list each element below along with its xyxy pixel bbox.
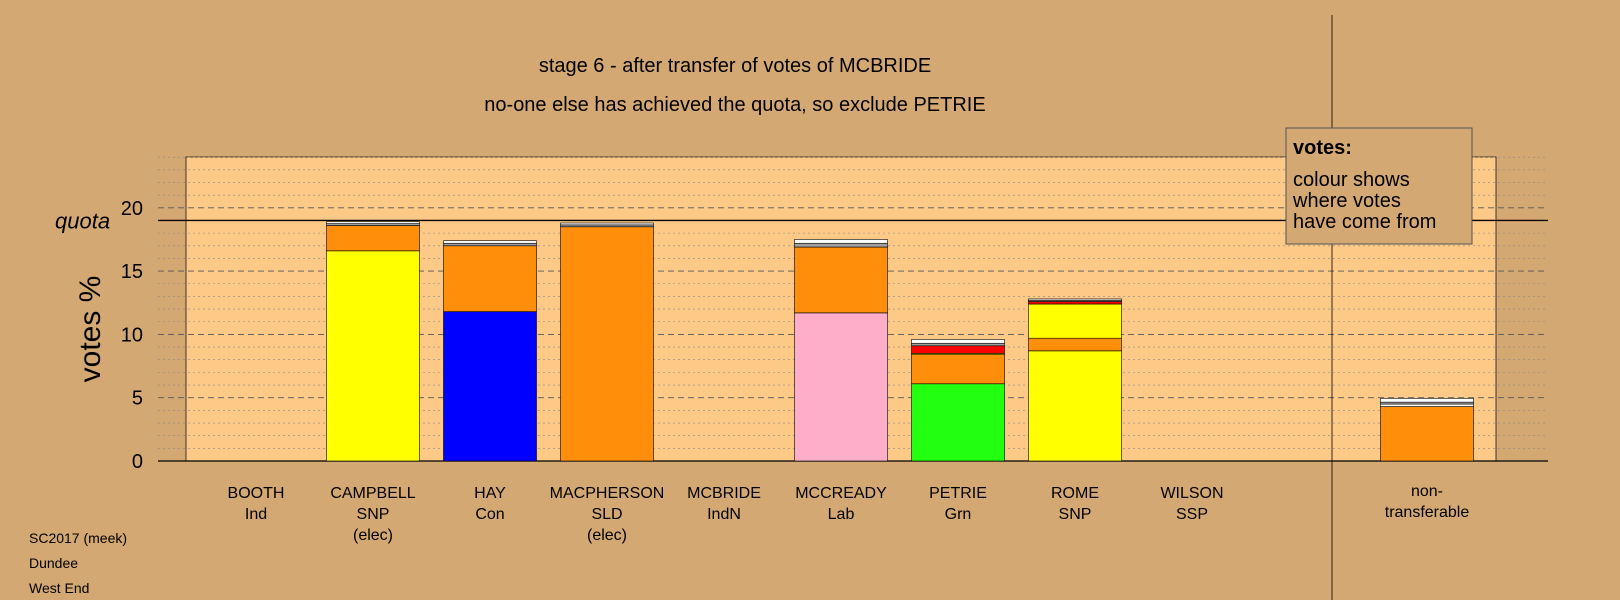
bar-segment-snp (1028, 350, 1122, 462)
bar-segment-indn (326, 221, 420, 224)
bar-segment-ssp (911, 345, 1005, 354)
y-tick-label: 0 (132, 451, 143, 473)
bar-segment-indn (1380, 403, 1474, 407)
candidate-name: BOOTH (228, 485, 285, 502)
bar-segment-grn (911, 383, 1005, 462)
bar-segment-sld (1028, 337, 1122, 352)
candidate-party: SNP (1059, 506, 1092, 523)
candidate-name: PETRIE (929, 485, 987, 502)
bar-segment-indn (911, 339, 1005, 344)
candidate-name: MCBRIDE (687, 485, 761, 502)
candidate-status: (elec) (587, 527, 627, 544)
legend-line-2: where votes (1292, 190, 1401, 212)
legend-line-1: colour shows (1293, 169, 1410, 191)
bar-segment-ssp (1028, 301, 1122, 305)
bar-segment-snp (326, 250, 420, 462)
bar-segment-sld (1380, 406, 1474, 462)
legend-line-3: have come from (1293, 211, 1436, 233)
nontransferable-label: transferable (1385, 504, 1470, 521)
footer-council: Dundee (29, 555, 79, 571)
candidate-party: Lab (828, 506, 855, 523)
candidate-name: HAY (474, 485, 506, 502)
bar-segment-indn (560, 222, 654, 226)
footer-election: SC2017 (meek) (29, 530, 128, 546)
candidate-party: SSP (1176, 506, 1208, 523)
bar-segment-indn (794, 239, 888, 244)
bar-segment-indn (1028, 298, 1122, 301)
y-tick-label: 5 (132, 388, 143, 410)
y-axis-label: votes % (74, 276, 107, 383)
candidate-labels: BOOTH Ind CAMPBELL SNP (elec) HAY Con MACPHERSO… (228, 483, 1470, 544)
candidate-party: Ind (245, 506, 267, 523)
legend-box: votes: colour shows where votes have com… (1285, 127, 1473, 245)
bar-segment-lab (794, 312, 888, 462)
bar-segment-sld (326, 225, 420, 252)
candidate-name: WILSON (1160, 485, 1223, 502)
bar-segment-snp (1028, 303, 1122, 339)
candidate-party: IndN (707, 506, 741, 523)
chart-subtitle: no-one else has achieved the quota, so e… (484, 94, 985, 116)
quota-label: quota (55, 208, 110, 233)
bar-segment-sld (794, 246, 888, 314)
candidate-party: Con (475, 506, 504, 523)
candidate-party: SLD (591, 506, 622, 523)
bar-segment-ind (911, 342, 1005, 347)
candidate-party: SNP (357, 506, 390, 523)
bar-segment-indn (1380, 398, 1474, 403)
bar-segment-sld (443, 245, 537, 312)
chart-title: stage 6 - after transfer of votes of MCB… (539, 55, 931, 77)
bar-segment-con (443, 311, 537, 462)
y-tick-label: 15 (121, 261, 143, 283)
footer-ward: West End (29, 580, 90, 596)
bars-layer (326, 221, 1474, 462)
y-tick-label: 20 (121, 198, 143, 220)
bar-segment-sld (911, 354, 1005, 385)
candidate-status: (elec) (353, 527, 393, 544)
nontransferable-label: non- (1411, 483, 1443, 500)
candidate-name: MACPHERSON (550, 485, 665, 502)
y-tick-label: 10 (121, 324, 143, 346)
candidate-name: MCCREADY (795, 485, 887, 502)
bar-segment-ind (443, 242, 537, 247)
bar-segment-indn (443, 240, 537, 244)
candidate-name: CAMPBELL (330, 485, 415, 502)
y-axis: 0 5 10 15 20 (121, 198, 143, 473)
legend-title: votes: (1293, 137, 1352, 159)
candidate-party: Grn (945, 506, 972, 523)
bar-segment-sld (560, 226, 654, 462)
candidate-name: ROME (1051, 485, 1099, 502)
bar-segment-ind (794, 242, 888, 248)
